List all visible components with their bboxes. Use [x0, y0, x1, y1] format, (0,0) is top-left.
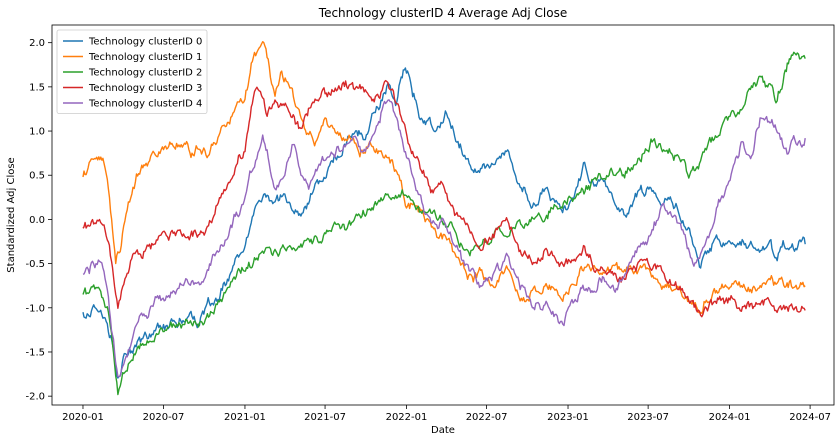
- series-line-3: [82, 79, 806, 318]
- legend-entry-4: Technology clusterID 4: [88, 99, 202, 110]
- y-tick-label: -2.0: [25, 392, 45, 403]
- y-tick-label: 0.0: [29, 215, 45, 226]
- y-tick-label: 0.5: [29, 171, 45, 182]
- x-tick-label: 2020-07: [143, 412, 185, 423]
- series-line-0: [82, 67, 806, 379]
- y-tick-label: 2.0: [29, 38, 45, 49]
- y-tick-label: -1.5: [25, 347, 45, 358]
- legend-entry-2: Technology clusterID 2: [88, 68, 202, 79]
- y-tick-label: 1.5: [29, 82, 45, 93]
- x-tick-label: 2022-01: [386, 412, 428, 423]
- x-tick-label: 2021-01: [224, 412, 266, 423]
- series-line-2: [82, 51, 806, 396]
- x-axis: 2020-01 2020-07 2021-01 2021-07 2022-01 2022-…: [62, 405, 831, 423]
- y-tick-label: -0.5: [25, 259, 45, 270]
- x-tick-label: 2021-07: [304, 412, 346, 423]
- legend-box: [56, 29, 208, 114]
- x-axis-label: Date: [431, 425, 455, 436]
- series-line-1: [82, 41, 806, 314]
- y-axis: -2.0 -1.5 -1.0 -0.5 0.0 0.5 1.0 1.5 2.0: [25, 38, 52, 403]
- legend-entry-0: Technology clusterID 0: [88, 37, 202, 48]
- chart-title: Technology clusterID 4 Average Adj Close: [318, 6, 567, 20]
- x-tick-label: 2023-07: [627, 412, 669, 423]
- x-tick-label: 2023-01: [547, 412, 589, 423]
- series-layer: [82, 41, 806, 396]
- legend: Technology clusterID 0 Technology cluster…: [56, 29, 208, 114]
- y-tick-label: 1.0: [29, 127, 45, 138]
- x-tick-label: 2020-01: [62, 412, 104, 423]
- legend-entry-1: Technology clusterID 1: [88, 52, 202, 63]
- y-tick-label: -1.0: [25, 303, 45, 314]
- y-axis-label: Standardized Adj Close: [6, 157, 17, 272]
- plot-frame: [51, 24, 835, 406]
- x-tick-label: 2022-07: [466, 412, 508, 423]
- series-line-4: [82, 99, 806, 378]
- x-tick-label: 2024-01: [709, 412, 751, 423]
- x-tick-label: 2024-07: [789, 412, 831, 423]
- legend-entry-3: Technology clusterID 3: [88, 83, 202, 94]
